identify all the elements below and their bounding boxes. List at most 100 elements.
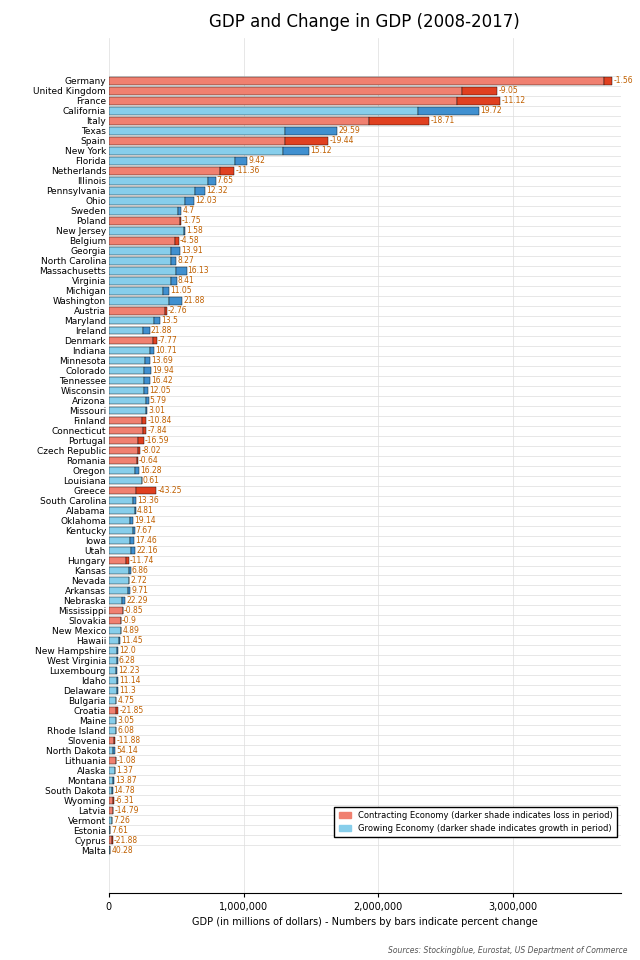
Bar <box>109 657 117 664</box>
Bar <box>136 487 156 494</box>
Bar <box>127 557 129 564</box>
Bar <box>117 686 118 694</box>
Text: 7.65: 7.65 <box>217 177 234 185</box>
Bar <box>109 677 117 684</box>
Bar <box>109 207 178 215</box>
Bar <box>184 228 185 234</box>
Bar <box>236 157 248 165</box>
Text: 19.14: 19.14 <box>134 516 156 525</box>
Bar <box>147 396 148 404</box>
Bar <box>109 407 146 415</box>
Bar <box>109 477 141 485</box>
Text: -1.08: -1.08 <box>117 756 136 765</box>
Text: -1.56: -1.56 <box>613 77 633 85</box>
Text: 22.16: 22.16 <box>136 546 158 555</box>
Bar <box>109 557 127 564</box>
Bar <box>145 357 150 365</box>
Text: 6.28: 6.28 <box>119 656 136 665</box>
Text: -6.31: -6.31 <box>115 796 134 804</box>
Bar <box>109 697 116 704</box>
Text: -2.76: -2.76 <box>168 306 188 315</box>
Bar <box>138 437 144 444</box>
Bar <box>208 178 216 184</box>
Bar <box>109 197 185 204</box>
Bar <box>109 317 154 324</box>
Text: 15.12: 15.12 <box>310 147 332 156</box>
Text: -10.84: -10.84 <box>147 416 172 425</box>
Text: 12.03: 12.03 <box>195 197 217 205</box>
Bar <box>143 427 146 434</box>
Text: 4.89: 4.89 <box>122 626 140 635</box>
Bar <box>163 287 169 295</box>
Bar <box>122 597 125 604</box>
Bar <box>134 467 139 474</box>
Bar <box>109 396 147 404</box>
Bar <box>154 317 159 324</box>
Bar <box>109 537 130 544</box>
Bar <box>109 827 110 834</box>
Bar <box>109 137 285 145</box>
Text: -0.9: -0.9 <box>122 616 137 625</box>
Bar <box>169 297 182 304</box>
Bar <box>109 707 116 714</box>
Bar <box>150 347 154 354</box>
Bar <box>109 587 129 594</box>
Bar <box>109 327 143 334</box>
Bar <box>185 197 195 204</box>
Bar <box>220 167 234 175</box>
Bar <box>109 347 150 354</box>
Text: 7.26: 7.26 <box>113 816 130 825</box>
Text: 1.58: 1.58 <box>186 227 203 235</box>
Bar <box>109 566 129 574</box>
Bar <box>109 277 172 284</box>
Text: 12.23: 12.23 <box>118 666 140 675</box>
Bar <box>109 607 123 614</box>
Bar <box>144 377 150 384</box>
Bar <box>195 187 205 195</box>
Bar <box>109 457 138 465</box>
Bar <box>117 647 118 654</box>
Bar <box>109 686 117 694</box>
Bar <box>109 247 172 254</box>
Text: 10.71: 10.71 <box>155 347 177 355</box>
Bar <box>144 387 148 395</box>
Bar <box>109 487 136 494</box>
Bar <box>109 297 169 304</box>
Bar <box>109 627 121 635</box>
Bar <box>153 337 157 345</box>
Text: 1.37: 1.37 <box>116 766 133 775</box>
Bar <box>109 337 153 345</box>
Text: -1.75: -1.75 <box>182 216 202 226</box>
Bar <box>116 707 118 714</box>
Text: 2.72: 2.72 <box>130 576 147 585</box>
Bar <box>109 228 184 234</box>
Text: -11.74: -11.74 <box>130 556 154 565</box>
Bar <box>109 87 462 95</box>
Bar <box>109 727 116 734</box>
Text: -0.85: -0.85 <box>124 606 143 615</box>
Text: 6.08: 6.08 <box>118 726 134 734</box>
Bar <box>179 217 180 225</box>
Text: 22.29: 22.29 <box>126 596 148 605</box>
Bar <box>109 367 144 374</box>
Text: 13.36: 13.36 <box>137 496 159 505</box>
Text: 4.81: 4.81 <box>137 506 154 516</box>
Bar <box>129 587 131 594</box>
Bar <box>457 97 500 105</box>
Bar <box>109 747 113 754</box>
Bar <box>176 267 186 275</box>
Text: -11.88: -11.88 <box>116 735 140 745</box>
Text: 4.75: 4.75 <box>117 696 134 705</box>
Bar <box>109 636 118 644</box>
Bar <box>109 806 113 814</box>
Text: -11.12: -11.12 <box>501 96 525 106</box>
Text: -9.05: -9.05 <box>499 86 518 95</box>
Text: 3.05: 3.05 <box>117 716 134 725</box>
Bar <box>109 516 129 524</box>
Bar <box>118 636 120 644</box>
Bar <box>138 446 140 454</box>
Text: 54.14: 54.14 <box>116 746 138 755</box>
Bar <box>129 566 131 574</box>
Text: -0.64: -0.64 <box>139 456 158 465</box>
Text: 11.3: 11.3 <box>119 685 136 695</box>
